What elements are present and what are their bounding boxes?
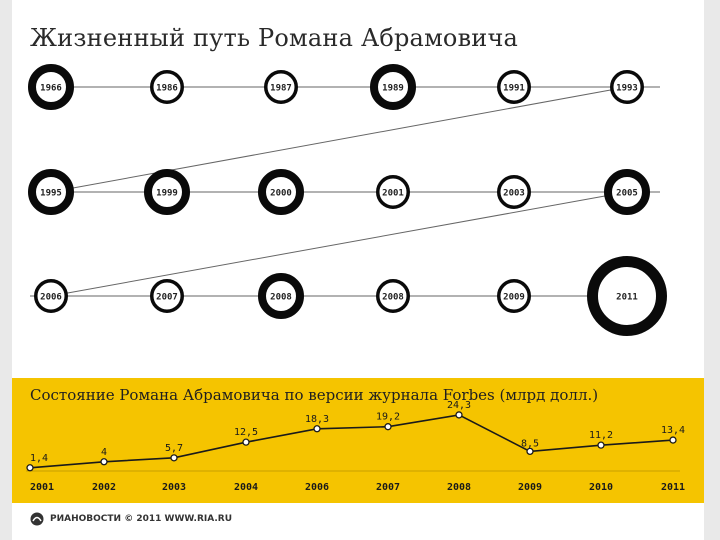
x-tick-label: 2009: [518, 482, 542, 493]
data-label: 8,5: [521, 438, 539, 449]
series-line: [29, 414, 674, 469]
data-label: 13,4: [661, 425, 685, 436]
year-ring: [376, 279, 410, 313]
data-point: [526, 447, 534, 456]
year-ring: [376, 175, 410, 209]
footer-credit: РИАНОВОСТИ © 2011 WWW.RIA.RU: [50, 514, 233, 524]
ria-logo-icon: [30, 512, 44, 526]
x-tick-label: 2002: [92, 482, 116, 493]
year-ring: [150, 279, 184, 313]
x-tick-label: 2006: [305, 482, 329, 493]
data-label: 19,2: [376, 412, 400, 423]
year-ring: [370, 64, 416, 110]
timeline-connector-line: [50, 191, 628, 297]
year-ring: [604, 169, 650, 215]
x-tick-label: 2011: [661, 482, 685, 493]
x-tick-label: 2001: [30, 482, 54, 493]
data-point: [455, 411, 463, 419]
left-frame-border: [0, 0, 12, 540]
year-ring: [497, 70, 531, 104]
year-ring: [497, 279, 531, 313]
year-label: 1991: [503, 84, 525, 94]
year-label: 2011: [616, 293, 638, 303]
data-label: 18,3: [305, 414, 329, 425]
x-tick-label: 2008: [447, 482, 471, 493]
year-label: 1987: [270, 84, 292, 94]
year-ring: [587, 256, 667, 336]
year-ring: [28, 169, 74, 215]
data-point: [597, 441, 605, 449]
x-tick-label: 2007: [376, 482, 400, 493]
year-label: 2007: [156, 293, 178, 303]
right-frame-border: [704, 0, 720, 540]
year-ring: [258, 273, 304, 319]
data-point: [26, 464, 34, 472]
chart-title: Состояние Романа Абрамовича по версии жу…: [30, 386, 599, 404]
data-label: 5,7: [165, 443, 183, 454]
year-ring: [258, 169, 304, 215]
year-ring: [144, 169, 190, 215]
year-label: 1995: [40, 189, 62, 199]
footer: РИАНОВОСТИ © 2011 WWW.RIA.RU: [30, 512, 232, 526]
data-label: 4: [101, 447, 107, 458]
year-ring: [264, 70, 298, 104]
year-label: 1999: [156, 189, 178, 199]
data-point: [669, 436, 677, 444]
year-label: 1986: [156, 84, 178, 94]
x-tick-label: 2003: [162, 482, 186, 493]
year-label: 2008: [382, 293, 404, 303]
forbes-panel: Состояние Романа Абрамовича по версии жу…: [12, 378, 704, 503]
year-ring: [28, 64, 74, 110]
data-point: [313, 425, 321, 433]
x-tick-label: 2010: [589, 482, 613, 493]
year-ring: [610, 70, 644, 104]
year-ring: [34, 279, 68, 313]
year-label: 2008: [270, 293, 292, 303]
page-title: Жизненный путь Романа Абрамовича: [30, 24, 519, 52]
data-label: 1,4: [30, 453, 48, 464]
year-ring: [497, 175, 531, 209]
data-point: [100, 458, 108, 466]
data-point: [384, 423, 392, 431]
year-label: 2006: [40, 293, 62, 303]
year-label: 1966: [40, 84, 62, 94]
year-label: 2009: [503, 293, 525, 303]
timeline-connector-line: [50, 86, 628, 193]
year-label: 1989: [382, 84, 404, 94]
data-point: [170, 454, 178, 462]
year-label: 2003: [503, 189, 525, 199]
year-label: 2000: [270, 189, 292, 199]
data-point: [242, 438, 250, 446]
year-label: 1993: [616, 84, 638, 94]
data-label: 12,5: [234, 427, 258, 438]
data-label: 11,2: [589, 430, 613, 441]
year-label: 2005: [616, 189, 638, 199]
data-label: 24,3: [447, 400, 471, 411]
year-label: 2001: [382, 189, 404, 199]
x-tick-label: 2004: [234, 482, 258, 493]
timeline-graphic: 1966 1986 1987 1989 1991 1993 1995 1999 2000 2001…: [28, 64, 667, 336]
year-ring: [150, 70, 184, 104]
forbes-line-chart: 1,4 2001 4 2002 5,7 2003 12,5 2004 18,3 2006 19,2 2…: [26, 400, 685, 493]
